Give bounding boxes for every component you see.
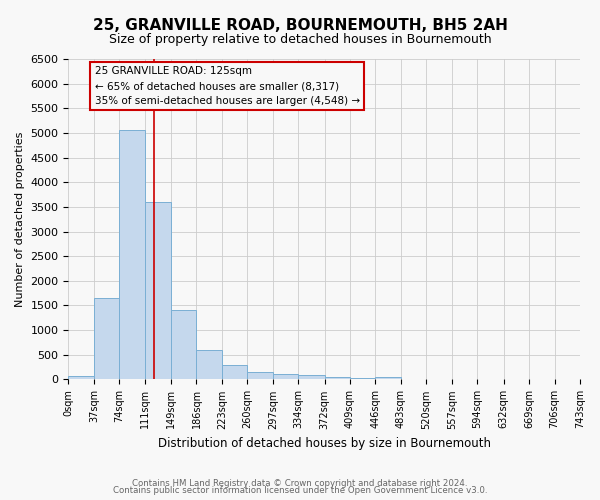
Text: Size of property relative to detached houses in Bournemouth: Size of property relative to detached ho… [109, 32, 491, 46]
Bar [350, 378, 376, 380]
Bar [376, 377, 401, 380]
Bar [145, 202, 171, 380]
Text: Contains public sector information licensed under the Open Government Licence v3: Contains public sector information licen… [113, 486, 487, 495]
Y-axis label: Number of detached properties: Number of detached properties [15, 132, 25, 307]
Bar [171, 310, 196, 380]
Bar [68, 376, 94, 380]
Bar [119, 130, 145, 380]
Bar [247, 372, 273, 380]
Bar [222, 364, 247, 380]
Text: 25, GRANVILLE ROAD, BOURNEMOUTH, BH5 2AH: 25, GRANVILLE ROAD, BOURNEMOUTH, BH5 2AH [92, 18, 508, 32]
Bar [273, 374, 298, 380]
Bar [94, 298, 119, 380]
Text: Contains HM Land Registry data © Crown copyright and database right 2024.: Contains HM Land Registry data © Crown c… [132, 478, 468, 488]
Text: 25 GRANVILLE ROAD: 125sqm
← 65% of detached houses are smaller (8,317)
35% of se: 25 GRANVILLE ROAD: 125sqm ← 65% of detac… [95, 66, 359, 106]
Bar [325, 377, 350, 380]
X-axis label: Distribution of detached houses by size in Bournemouth: Distribution of detached houses by size … [158, 437, 491, 450]
Bar [196, 350, 222, 380]
Bar [298, 374, 325, 380]
